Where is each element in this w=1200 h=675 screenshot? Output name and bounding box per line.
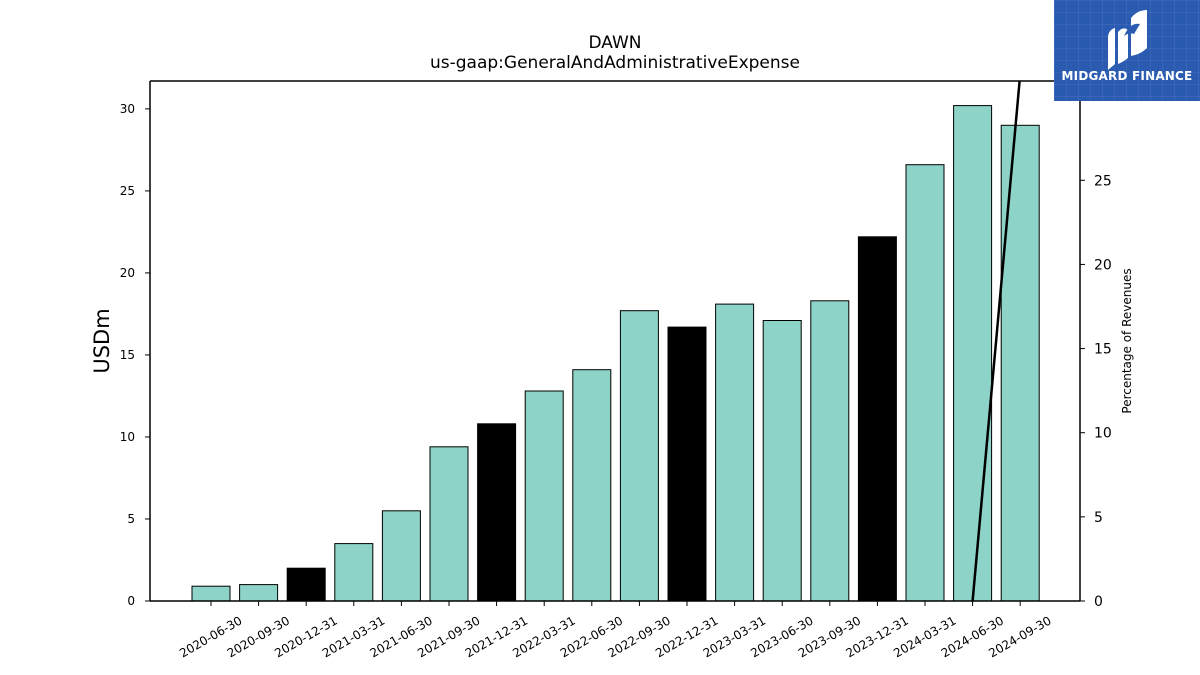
bars: [191, 105, 1040, 602]
left-tick-label: 0: [127, 594, 135, 608]
percentage-line: [971, 81, 1021, 601]
bar-2023-09-30: [810, 300, 850, 602]
y-axis-label: USDm: [90, 308, 114, 373]
left-tick-label: 10: [120, 430, 135, 444]
right-tick-label: 10: [1094, 426, 1112, 442]
bar-2022-03-31: [524, 390, 564, 602]
percentage-line-path: [971, 81, 1021, 601]
bar-2020-06-30: [191, 585, 231, 602]
bar-2020-12-31: [286, 567, 326, 602]
right-tick-label: 0: [1094, 594, 1103, 610]
bar-2020-09-30: [239, 584, 279, 602]
right-tick-label: 20: [1094, 257, 1112, 273]
bar-2021-03-31: [334, 543, 374, 602]
midgard-finance-logo: MIDGARD FINANCE: [1054, 0, 1200, 101]
chart-title: DAWN: [588, 33, 641, 53]
bar-2021-09-30: [429, 446, 469, 602]
x-axis-ticks: 2020-06-302020-09-302020-12-312021-03-31…: [177, 601, 1054, 660]
left-tick-label: 15: [120, 348, 135, 362]
bar-2021-12-31: [477, 423, 517, 602]
left-tick-label: 25: [120, 184, 135, 198]
right-tick-label: 15: [1094, 342, 1112, 358]
left-axis-ticks: 0 5 10 15 20 25 30: [120, 102, 150, 608]
bar-2022-09-30: [619, 310, 659, 602]
bar-2024-03-31: [905, 164, 945, 602]
bar-2023-03-31: [715, 303, 755, 602]
bar-2024-06-30: [953, 105, 993, 602]
right-tick-label: 25: [1094, 173, 1112, 189]
bar-2022-06-30: [572, 369, 612, 602]
left-tick-label: 30: [120, 102, 135, 116]
y-axis-label-right: Percentage of Revenues: [1120, 268, 1134, 413]
logo-text: MIDGARD FINANCE: [1061, 69, 1193, 83]
left-tick-label: 5: [127, 512, 135, 526]
left-tick-label: 20: [120, 266, 135, 280]
bar-2024-09-30: [1000, 124, 1040, 602]
bar-2023-06-30: [762, 320, 802, 602]
bar-2023-12-31: [857, 236, 897, 602]
bar-2021-06-30: [381, 510, 421, 602]
chart-subtitle: us-gaap:GeneralAndAdministrativeExpense: [430, 53, 800, 73]
right-tick-label: 5: [1094, 510, 1103, 526]
bar-2022-12-31: [667, 326, 707, 602]
logo-mark-icon: [1108, 10, 1147, 70]
